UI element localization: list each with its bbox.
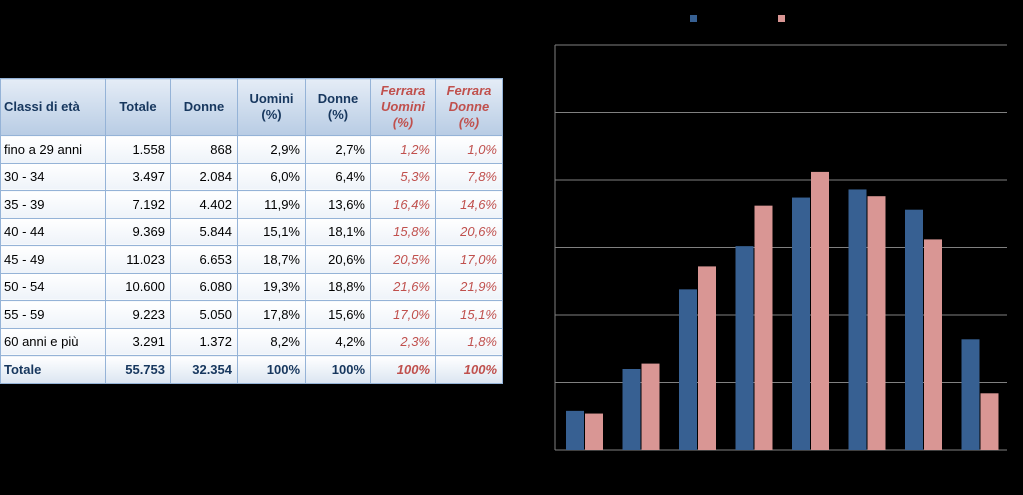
bar [641,363,660,450]
table-cell: 1.372 [170,327,238,356]
table-row: 30 - 34 3.497 2.084 6,0% 6,4% 5,3% 7,8% [0,162,503,191]
table-cell: 2.084 [170,162,238,191]
header-cell: Ferrara Uomini (%) [370,78,436,136]
table-row: 45 - 49 11.023 6.653 18,7% 20,6% 20,5% 17,0% [0,245,503,274]
table-cell: 6,0% [237,162,306,191]
table-row: 40 - 44 9.369 5.844 15,1% 18,1% 15,8% 20,6% [0,217,503,246]
table-cell: 55 - 59 [0,300,106,329]
header-row: Classi di età Totale Donne Uomini (%) Donne … [0,78,503,136]
table-cell: 14,6% [435,190,503,219]
bar [867,196,886,450]
table-row: 35 - 39 7.192 4.402 11,9% 13,6% 16,4% 14,6% [0,190,503,219]
table-row: 55 - 59 9.223 5.050 17,8% 15,6% 17,0% 15,1% [0,300,503,329]
table-cell: 5,3% [370,162,436,191]
table-cell: 1,8% [435,327,503,356]
bar [622,369,641,450]
table-cell: 100% [237,355,306,384]
table-cell: 1,0% [435,135,503,164]
bar [980,393,999,450]
table-cell: 18,7% [237,245,306,274]
table-cell: 5.050 [170,300,238,329]
table-cell: 21,9% [435,272,503,301]
bar [811,171,829,450]
table-cell: 20,6% [305,245,371,274]
bar [735,246,754,450]
table-cell: 8,2% [237,327,306,356]
legend-marker [690,15,697,22]
table-cell: 7.192 [105,190,171,219]
table-cell: 20,6% [435,217,503,246]
table-cell: 40 - 44 [0,217,106,246]
bar [698,266,716,450]
table-cell: 13,6% [305,190,371,219]
bar [848,189,867,450]
table-cell: Totale [0,355,106,384]
bar [754,205,773,450]
table-cell: 9.223 [105,300,171,329]
bar [905,209,923,450]
total-row: Totale 55.753 32.354 100% 100% 100% 100% [0,355,503,384]
table-cell: 4,2% [305,327,371,356]
table-row: 60 anni e più 3.291 1.372 8,2% 4,2% 2,3% 1,8% [0,327,503,356]
bar [924,239,942,450]
bar [961,339,980,450]
table-cell: 18,8% [305,272,371,301]
table-cell: 17,0% [435,245,503,274]
table-row: 50 - 54 10.600 6.080 19,3% 18,8% 21,6% 21,9% [0,272,503,301]
table-cell: 15,6% [305,300,371,329]
bar [679,289,697,450]
header-cell: Donne [170,78,238,136]
table-cell: 19,3% [237,272,306,301]
table-cell: 60 anni e più [0,327,106,356]
table-cell: 2,7% [305,135,371,164]
table-cell: 9.369 [105,217,171,246]
table-cell: 30 - 34 [0,162,106,191]
table-cell: 32.354 [170,355,238,384]
header-cell: Ferrara Donne (%) [435,78,503,136]
legend-marker [778,15,785,22]
table-cell: 100% [305,355,371,384]
table-cell: 868 [170,135,238,164]
table-cell: 6.080 [170,272,238,301]
table-cell: 18,1% [305,217,371,246]
table-cell: 1.558 [105,135,171,164]
table-cell: 6.653 [170,245,238,274]
table-cell: 35 - 39 [0,190,106,219]
table-cell: 16,4% [370,190,436,219]
table-cell: 15,1% [237,217,306,246]
table-cell: 2,9% [237,135,306,164]
table-cell: 15,1% [435,300,503,329]
header-cell: Donne (%) [305,78,371,136]
table-cell: 100% [370,355,436,384]
table-cell: 17,8% [237,300,306,329]
table-cell: 10.600 [105,272,171,301]
age-table: Classi di età Totale Donne Uomini (%) Donne … [0,78,503,384]
table-cell: 5.844 [170,217,238,246]
table-cell: 7,8% [435,162,503,191]
table-row: fino a 29 anni 1.558 868 2,9% 2,7% 1,2% 1,0% [0,135,503,164]
table-cell: fino a 29 anni [0,135,106,164]
table-cell: 3.291 [105,327,171,356]
bar [585,413,603,450]
table-cell: 45 - 49 [0,245,106,274]
table-cell: 100% [435,355,503,384]
table-cell: 1,2% [370,135,436,164]
header-cell: Classi di età [0,78,106,136]
bar [792,197,810,450]
bar [566,410,584,450]
table-cell: 2,3% [370,327,436,356]
table-cell: 11,9% [237,190,306,219]
